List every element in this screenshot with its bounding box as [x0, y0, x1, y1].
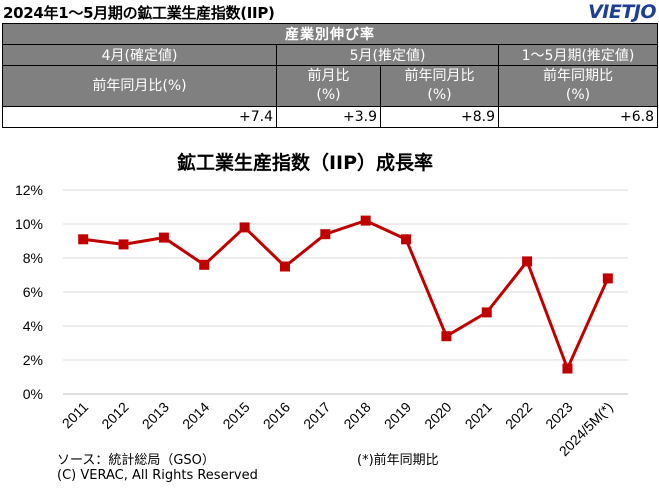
data-point	[320, 229, 331, 240]
chart-title: 鉱工業生産指数（IIP）成長率	[177, 151, 433, 174]
data-point	[199, 259, 210, 270]
value-april-yoy: +7.4	[2, 106, 277, 128]
x-tick-label: 2016	[260, 399, 293, 432]
group-jan-may: 1～5月期(推定値)	[498, 44, 658, 66]
data-point	[522, 256, 533, 267]
data-point	[279, 261, 290, 272]
group-april: 4月(確定値)	[2, 44, 277, 66]
value-may-mom: +3.9	[276, 106, 381, 128]
copyright: (C) VERAC, All Rights Reserved	[57, 468, 258, 483]
x-tick-label: 2012	[98, 399, 131, 432]
y-tick-label: 10%	[15, 216, 43, 232]
footnote: (*)前年同期比	[357, 453, 439, 468]
series-line	[82, 218, 610, 373]
x-tick-label: 2013	[139, 399, 172, 432]
data-point	[481, 307, 492, 318]
data-point	[158, 232, 169, 243]
y-tick-label: 8%	[23, 250, 43, 266]
subheader-period-yoy: 前年同期比 (%)	[498, 65, 658, 107]
x-tick-label: 2023	[542, 399, 575, 432]
x-tick-label: 2014	[179, 399, 212, 432]
y-tick-label: 4%	[23, 318, 43, 334]
x-tick-label: 2022	[502, 399, 535, 432]
x-tick-label: 2021	[462, 399, 495, 432]
x-tick-label: 2020	[421, 399, 454, 432]
source-note: ソース：統計総局（GSO）	[57, 453, 215, 468]
growth-table: 産業別伸び率 4月(確定値) 5月(推定値) 1～5月期(推定値) 前年同月比(…	[2, 23, 658, 128]
vietjo-logo: VIETJO	[588, 1, 656, 23]
data-point	[360, 215, 371, 226]
group-may: 5月(推定値)	[276, 44, 499, 66]
y-tick-label: 2%	[23, 352, 43, 368]
data-point	[118, 239, 129, 250]
y-tick-label: 0%	[23, 386, 43, 402]
page-title: 2024年1～5月期の鉱工業生産指数(IIP)	[3, 4, 275, 22]
y-tick-label: 12%	[15, 182, 43, 198]
table-caption: 産業別伸び率	[2, 23, 658, 45]
x-tick-label: 2015	[219, 399, 252, 432]
x-tick-label: 2019	[381, 399, 414, 432]
data-point	[78, 234, 89, 245]
value-period-yoy: +6.8	[498, 106, 658, 128]
y-tick-label: 6%	[23, 284, 43, 300]
subheader-april-yoy: 前年同月比(%)	[2, 65, 277, 107]
data-point	[441, 331, 452, 342]
header: 2024年1～5月期の鉱工業生産指数(IIP) VIETJO	[3, 1, 656, 23]
x-tick-label: 2017	[300, 399, 333, 432]
value-may-yoy: +8.9	[380, 106, 499, 128]
data-point	[602, 273, 613, 284]
data-point	[401, 234, 412, 245]
data-point	[562, 363, 573, 374]
subheader-may-mom: 前月比 (%)	[276, 65, 381, 107]
x-tick-label: 2018	[340, 399, 373, 432]
data-point	[239, 222, 250, 233]
x-tick-label: 2011	[59, 399, 92, 432]
subheader-may-yoy: 前年同月比 (%)	[380, 65, 499, 107]
